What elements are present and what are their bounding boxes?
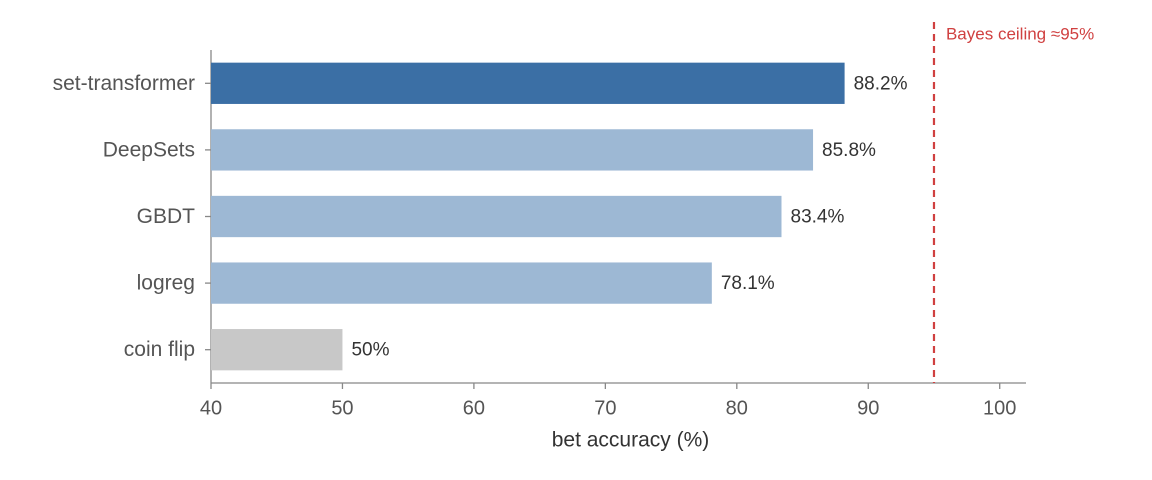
y-tick-label: set-transformer [53,72,195,95]
x-tick-label: 80 [726,397,748,419]
bar [211,329,343,371]
x-tick-label: 70 [594,397,616,419]
x-tick-label: 50 [331,397,353,419]
bar [211,195,782,238]
value-label: 88.2% [854,73,908,94]
y-tick-label: coin flip [124,338,195,361]
x-tick-label: 100 [983,397,1016,419]
x-tick-label: 40 [200,397,222,419]
value-label: 50% [351,340,389,361]
bar [211,129,814,171]
value-label: 78.1% [721,273,775,294]
bar [211,262,712,304]
x-tick-label: 90 [857,397,879,419]
x-tick-label: 60 [463,397,485,419]
y-tick-label: logreg [137,272,195,295]
bar [211,62,845,104]
y-tick-label: GBDT [137,205,196,228]
reference-label: Bayes ceiling ≈95% [946,24,1094,43]
value-label: 83.4% [791,207,845,228]
y-tick-label: DeepSets [103,138,195,161]
value-label: 85.8% [822,140,876,161]
x-axis-label: bet accuracy (%) [552,429,710,452]
